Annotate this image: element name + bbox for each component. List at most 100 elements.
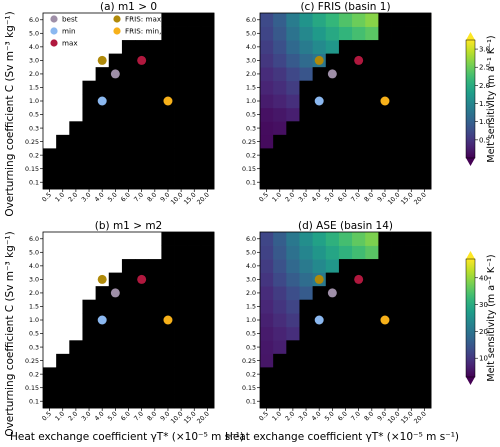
mask-cell [161,394,175,409]
mask-cell [404,148,419,163]
mask-cell [325,121,340,136]
mask-cell [417,353,432,368]
heatmap-cell [338,26,353,41]
mask-cell [200,161,215,176]
mask-cell [378,67,392,82]
y-tick-label: 3.0 [246,277,256,284]
heatmap-cell [365,13,379,27]
mask-cell [148,286,162,301]
heatmap-cell [365,26,379,41]
mask-cell [417,299,432,314]
mask-cell [161,367,175,382]
mask-cell [365,134,379,149]
mask-cell [378,161,392,176]
mask-cell [417,94,432,109]
mask-cell [352,107,366,122]
mask-cell [135,94,149,109]
mask-cell [187,326,202,341]
mask-cell [312,380,327,395]
heatmap-cell [260,326,274,341]
mask-cell [161,40,175,55]
mask-cell [338,40,353,55]
mask-cell [161,353,175,368]
heatmap-cell [312,245,327,260]
y-tick-label: 0.5 [29,112,39,119]
mask-cell [95,148,110,163]
x-tick-label: 5.0 [107,191,119,203]
mask-cell [200,394,215,409]
mask-cell [121,299,136,314]
mask-cell [404,340,419,355]
mask-cell [43,380,57,395]
mask-cell [161,26,175,41]
mask-cell [417,367,432,382]
mask-cell [95,394,110,409]
mask-cell [299,134,314,149]
x-tick-label: 3.0 [80,410,92,422]
heatmap-cell [299,232,314,246]
mask-cell [200,26,215,41]
mask-cell [95,340,110,355]
mask-cell [69,161,83,176]
legend-label: max [62,39,78,48]
mask-cell [286,353,300,368]
y-tick-label: 3.0 [246,58,256,65]
mask-cell [161,259,175,274]
x-tick-label: 4.0 [94,191,106,203]
mask-cell [121,353,136,368]
mask-cell [174,175,189,190]
mask-cell [148,53,162,68]
mask-cell [148,40,162,55]
mask-cell [95,175,110,190]
x-tick-label: 15.0 [183,191,198,206]
mask-cell [312,80,327,95]
mask-cell [121,259,136,274]
heatmap-cell [273,40,287,55]
mask-cell [338,94,353,109]
mask-cell [260,380,274,395]
mask-cell [200,67,215,82]
mask-cell [299,380,314,395]
mask-cell [260,367,274,382]
y-tick-label: 0.15 [25,385,39,392]
mask-cell [95,299,110,314]
heatmap-cell [312,13,327,27]
mask-cell [286,121,300,136]
mask-cell [325,148,340,163]
mask-cell [200,40,215,55]
mask-cell [286,380,300,395]
mask-cell [135,394,149,409]
mask-cell [365,175,379,190]
mask-cell [187,161,202,176]
mask-cell [135,340,149,355]
mask-cell [365,313,379,328]
mask-cell [174,232,189,246]
mask-cell [161,148,175,163]
mask-cell [200,134,215,149]
mask-cell [378,353,392,368]
mask-cell [95,107,110,122]
x-tick-label: 4.0 [311,410,323,422]
mask-cell [187,394,202,409]
mask-cell [404,94,419,109]
heatmap-cell [325,245,340,260]
heatmap-cell [286,107,300,122]
mask-cell [417,161,432,176]
mask-cell [365,148,379,163]
heatmap-cell [260,121,274,136]
legend-marker [113,27,121,35]
heatmap-cell [299,272,314,287]
mask-cell [325,175,340,190]
mask-cell [161,326,175,341]
mask-cell [174,80,189,95]
shared-ylabel: Overturning coefficient C (Sv m⁻³ kg⁻¹) [4,11,16,216]
mask-cell [82,340,97,355]
y-tick-label: 5.0 [246,31,256,38]
mask-cell [121,161,136,176]
mask-cell [338,380,353,395]
mask-cell [108,380,123,395]
mask-cell [378,286,392,301]
mask-cell [121,80,136,95]
mask-cell [200,367,215,382]
mask-cell [404,380,419,395]
